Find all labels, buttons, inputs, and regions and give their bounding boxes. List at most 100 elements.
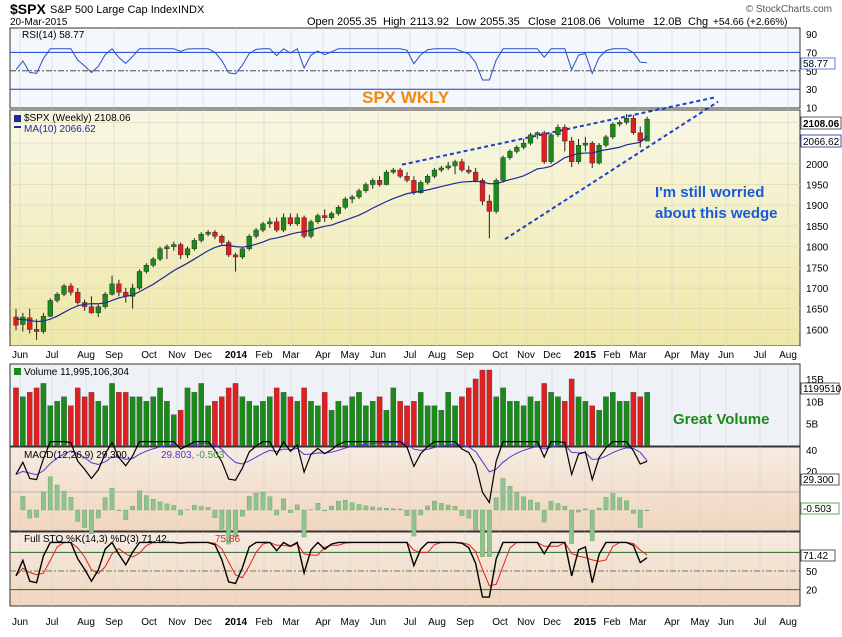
macd-histogram-bar [501, 478, 505, 510]
macd-histogram-bar [213, 510, 217, 518]
candle-body [617, 122, 622, 124]
macd-histogram-bar [281, 499, 285, 510]
volume-tick-label: 10B [806, 397, 824, 408]
sto-tick-label: 20 [806, 586, 818, 597]
macd-histogram-bar [521, 497, 525, 510]
candle-body [302, 218, 307, 237]
candle-body [453, 162, 458, 166]
candle-body [638, 133, 643, 141]
macd-histogram-bar [508, 486, 512, 510]
macd-histogram-bar [412, 510, 416, 536]
macd-histogram-bar [274, 510, 278, 515]
volume-bar [610, 392, 615, 446]
month-label: Jul [404, 350, 417, 361]
month-label: Apr [664, 350, 680, 361]
macd-histogram-bar [55, 485, 59, 510]
candle-body [219, 236, 224, 242]
macd-histogram-bar [220, 510, 224, 529]
macd-hist-tag: -0.503 [803, 504, 832, 515]
price-tick-label: 1750 [806, 263, 829, 274]
macd-histogram-bar [261, 492, 265, 510]
month-label-bottom: Sep [105, 617, 123, 628]
volume-bar [281, 392, 286, 446]
chg-value: +54.66 (+2.66%) [713, 17, 788, 28]
volume-bar [521, 406, 526, 446]
month-label: Aug [779, 350, 797, 361]
candle-body [363, 185, 368, 191]
volume-bar [583, 401, 588, 446]
macd-histogram-bar [192, 505, 196, 510]
candle-body [151, 259, 156, 265]
macd-histogram-bar [233, 510, 237, 537]
month-label-bottom: Feb [603, 617, 621, 628]
candle-body [103, 294, 108, 306]
sto-label-main: Full STO %K(14,3) %D(3) 71.42, [24, 534, 169, 545]
price-tick-label: 1600 [806, 325, 829, 336]
macd-histogram-bar [364, 506, 368, 510]
macd-histogram-bar [288, 510, 292, 513]
volume-bar [562, 401, 567, 446]
macd-histogram-bar [268, 497, 272, 510]
symbol-title: $SPX [10, 1, 46, 17]
macd-histogram-bar [583, 509, 587, 510]
wedge-annotation-line1: I'm still worried [655, 184, 764, 201]
volume-bar [555, 397, 560, 446]
volume-bar [130, 397, 135, 446]
candle-body [439, 168, 444, 170]
macd-histogram-bar [254, 493, 258, 510]
candle-body [562, 127, 567, 141]
candle-body [336, 207, 341, 213]
month-label: Oct [492, 350, 508, 361]
macd-histogram-bar [178, 510, 182, 515]
month-label-bottom: Feb [255, 617, 273, 628]
candle-body [370, 180, 375, 184]
macd-histogram-bar [329, 506, 333, 510]
volume-bar [137, 397, 142, 446]
rsi-value-tag: 58.77 [803, 59, 828, 70]
volume-bar [226, 388, 231, 446]
volume-bar [494, 397, 499, 446]
macd-histogram-bar [302, 510, 306, 537]
macd-histogram-bar [535, 503, 539, 510]
candle-body [460, 162, 465, 170]
month-label-bottom: Aug [77, 617, 95, 628]
macd-histogram-bar [617, 498, 621, 510]
candle-body [528, 135, 533, 143]
candle-body [158, 249, 163, 259]
macd-histogram-bar [295, 505, 299, 510]
macd-histogram-bar [528, 500, 532, 510]
volume-bar [404, 406, 409, 446]
candle-body [343, 199, 348, 207]
volume-bar [384, 410, 389, 446]
macd-histogram-bar [34, 510, 38, 517]
macd-histogram-bar [391, 509, 395, 510]
candle-body [405, 176, 410, 180]
rsi-tick-label: 90 [806, 30, 818, 41]
candle-body [631, 118, 636, 132]
price-tick-label: 1850 [806, 222, 829, 233]
volume-label: Volume [608, 16, 645, 28]
macd-histogram-bar [487, 510, 491, 557]
price-tick-label: 1950 [806, 181, 829, 192]
price-tick-label: 1800 [806, 243, 829, 254]
macd-histogram-bar [151, 499, 155, 510]
volume-label: Volume 11,995,106,304 [24, 367, 129, 378]
macd-histogram-bar [494, 498, 498, 510]
volume-bar [452, 406, 457, 446]
macd-histogram-bar [576, 510, 580, 512]
candle-body [494, 180, 499, 211]
candle-body [165, 247, 170, 249]
macd-histogram-bar [21, 496, 25, 510]
macd-histogram-bar [425, 506, 429, 510]
candle-body [267, 222, 272, 224]
candle-body [89, 307, 94, 313]
macd-histogram-bar [480, 510, 484, 557]
volume-legend-swatch [14, 368, 21, 375]
candle-body [501, 158, 506, 181]
volume-bar [199, 383, 204, 446]
candle-body [473, 172, 478, 180]
macd-histogram-bar [28, 510, 32, 518]
volume-bar [548, 392, 553, 446]
macd-histogram-bar [542, 510, 546, 522]
